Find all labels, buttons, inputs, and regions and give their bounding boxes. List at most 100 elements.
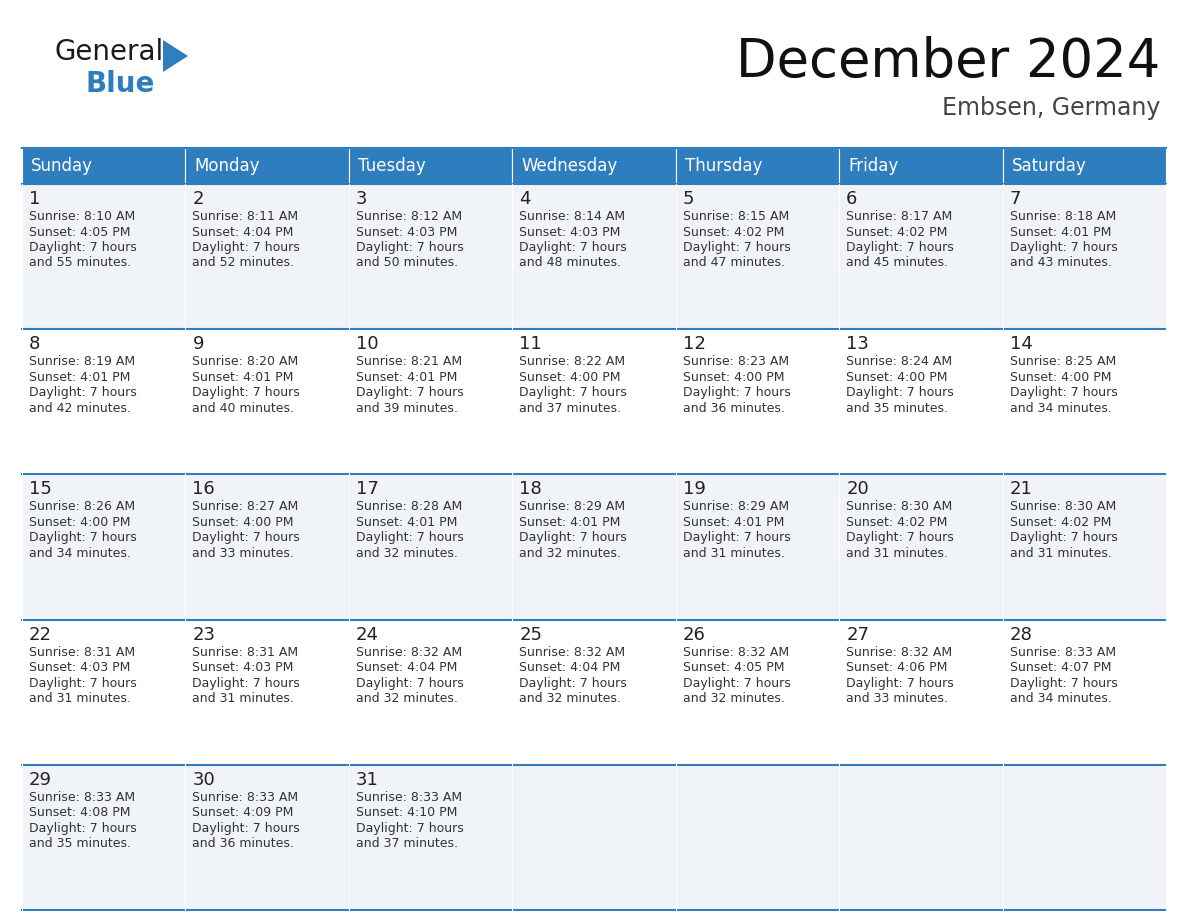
Text: 22: 22 [29, 625, 52, 644]
Text: and 34 minutes.: and 34 minutes. [1010, 692, 1112, 705]
Text: Daylight: 7 hours: Daylight: 7 hours [29, 386, 137, 399]
Text: and 50 minutes.: and 50 minutes. [356, 256, 459, 270]
Text: Daylight: 7 hours: Daylight: 7 hours [192, 386, 301, 399]
Text: Saturday: Saturday [1011, 157, 1086, 175]
Text: Sunrise: 8:33 AM: Sunrise: 8:33 AM [1010, 645, 1116, 658]
Text: 15: 15 [29, 480, 52, 498]
Bar [185, 620, 349, 765]
Text: Sunrise: 8:30 AM: Sunrise: 8:30 AM [1010, 500, 1116, 513]
Bar [512, 330, 676, 475]
Text: Daylight: 7 hours: Daylight: 7 hours [1010, 241, 1118, 254]
Text: Sunrise: 8:23 AM: Sunrise: 8:23 AM [683, 355, 789, 368]
Text: Sunset: 4:01 PM: Sunset: 4:01 PM [1010, 226, 1111, 239]
Text: 13: 13 [846, 335, 868, 353]
Text: and 43 minutes.: and 43 minutes. [1010, 256, 1112, 270]
Text: Sunrise: 8:32 AM: Sunrise: 8:32 AM [683, 645, 789, 658]
Text: Daylight: 7 hours: Daylight: 7 hours [192, 241, 301, 254]
Text: Sunrise: 8:28 AM: Sunrise: 8:28 AM [356, 500, 462, 513]
Bar [676, 148, 839, 184]
Text: Sunset: 4:02 PM: Sunset: 4:02 PM [846, 226, 948, 239]
Bar [23, 148, 185, 184]
Text: Daylight: 7 hours: Daylight: 7 hours [683, 241, 790, 254]
Text: and 33 minutes.: and 33 minutes. [192, 547, 295, 560]
Text: Sunset: 4:03 PM: Sunset: 4:03 PM [356, 226, 457, 239]
Text: Daylight: 7 hours: Daylight: 7 hours [356, 386, 463, 399]
Text: and 34 minutes.: and 34 minutes. [29, 547, 131, 560]
Text: Sunset: 4:01 PM: Sunset: 4:01 PM [29, 371, 131, 384]
Bar [512, 475, 676, 620]
Text: Sunset: 4:01 PM: Sunset: 4:01 PM [356, 516, 457, 529]
Bar [23, 475, 185, 620]
Text: and 33 minutes.: and 33 minutes. [846, 692, 948, 705]
Text: Tuesday: Tuesday [358, 157, 425, 175]
Text: 23: 23 [192, 625, 215, 644]
Text: Sunrise: 8:30 AM: Sunrise: 8:30 AM [846, 500, 953, 513]
Text: Sunrise: 8:33 AM: Sunrise: 8:33 AM [29, 790, 135, 804]
Text: Daylight: 7 hours: Daylight: 7 hours [683, 532, 790, 544]
Text: 2: 2 [192, 190, 204, 208]
Text: and 39 minutes.: and 39 minutes. [356, 402, 457, 415]
Text: Sunset: 4:02 PM: Sunset: 4:02 PM [1010, 516, 1111, 529]
Text: 12: 12 [683, 335, 706, 353]
Text: and 55 minutes.: and 55 minutes. [29, 256, 131, 270]
Text: and 31 minutes.: and 31 minutes. [846, 547, 948, 560]
Text: and 42 minutes.: and 42 minutes. [29, 402, 131, 415]
Text: Daylight: 7 hours: Daylight: 7 hours [846, 386, 954, 399]
Text: Daylight: 7 hours: Daylight: 7 hours [683, 677, 790, 689]
Text: Daylight: 7 hours: Daylight: 7 hours [356, 532, 463, 544]
Text: Sunrise: 8:25 AM: Sunrise: 8:25 AM [1010, 355, 1116, 368]
Bar [839, 148, 1003, 184]
Text: and 48 minutes.: and 48 minutes. [519, 256, 621, 270]
Text: Sunset: 4:01 PM: Sunset: 4:01 PM [356, 371, 457, 384]
Text: Daylight: 7 hours: Daylight: 7 hours [29, 532, 137, 544]
Text: and 31 minutes.: and 31 minutes. [192, 692, 295, 705]
Text: Sunrise: 8:32 AM: Sunrise: 8:32 AM [846, 645, 953, 658]
Text: 11: 11 [519, 335, 542, 353]
Text: Sunset: 4:00 PM: Sunset: 4:00 PM [29, 516, 131, 529]
Bar [512, 765, 676, 910]
Text: 9: 9 [192, 335, 204, 353]
Text: and 36 minutes.: and 36 minutes. [683, 402, 784, 415]
Bar [839, 330, 1003, 475]
Text: and 32 minutes.: and 32 minutes. [356, 692, 457, 705]
Bar [349, 475, 512, 620]
Text: Daylight: 7 hours: Daylight: 7 hours [683, 386, 790, 399]
Bar [23, 620, 185, 765]
Text: Sunrise: 8:14 AM: Sunrise: 8:14 AM [519, 210, 625, 223]
Text: Blue: Blue [86, 70, 154, 98]
Text: 17: 17 [356, 480, 379, 498]
Text: Sunset: 4:02 PM: Sunset: 4:02 PM [846, 516, 948, 529]
Text: Daylight: 7 hours: Daylight: 7 hours [846, 241, 954, 254]
Bar [349, 330, 512, 475]
Text: 25: 25 [519, 625, 542, 644]
Text: Sunset: 4:00 PM: Sunset: 4:00 PM [846, 371, 948, 384]
Text: 3: 3 [356, 190, 367, 208]
Text: and 34 minutes.: and 34 minutes. [1010, 402, 1112, 415]
Text: Sunrise: 8:32 AM: Sunrise: 8:32 AM [519, 645, 625, 658]
Text: 29: 29 [29, 771, 52, 789]
Text: Sunrise: 8:32 AM: Sunrise: 8:32 AM [356, 645, 462, 658]
Text: Sunset: 4:09 PM: Sunset: 4:09 PM [192, 806, 293, 819]
Text: Sunrise: 8:10 AM: Sunrise: 8:10 AM [29, 210, 135, 223]
Text: Daylight: 7 hours: Daylight: 7 hours [519, 677, 627, 689]
Text: and 37 minutes.: and 37 minutes. [356, 837, 457, 850]
Text: 10: 10 [356, 335, 379, 353]
Bar [839, 184, 1003, 330]
Bar [1003, 620, 1165, 765]
Text: Sunset: 4:05 PM: Sunset: 4:05 PM [683, 661, 784, 674]
Text: Sunset: 4:06 PM: Sunset: 4:06 PM [846, 661, 948, 674]
Text: 16: 16 [192, 480, 215, 498]
Text: Daylight: 7 hours: Daylight: 7 hours [519, 532, 627, 544]
Text: Sunset: 4:04 PM: Sunset: 4:04 PM [519, 661, 620, 674]
Bar [676, 765, 839, 910]
Text: 28: 28 [1010, 625, 1032, 644]
Text: Daylight: 7 hours: Daylight: 7 hours [519, 241, 627, 254]
Text: and 31 minutes.: and 31 minutes. [683, 547, 784, 560]
Text: Embsen, Germany: Embsen, Germany [942, 96, 1159, 120]
Text: 6: 6 [846, 190, 858, 208]
Text: Sunrise: 8:31 AM: Sunrise: 8:31 AM [29, 645, 135, 658]
Bar [349, 765, 512, 910]
Bar [676, 620, 839, 765]
Text: Monday: Monday [195, 157, 260, 175]
Polygon shape [163, 40, 188, 72]
